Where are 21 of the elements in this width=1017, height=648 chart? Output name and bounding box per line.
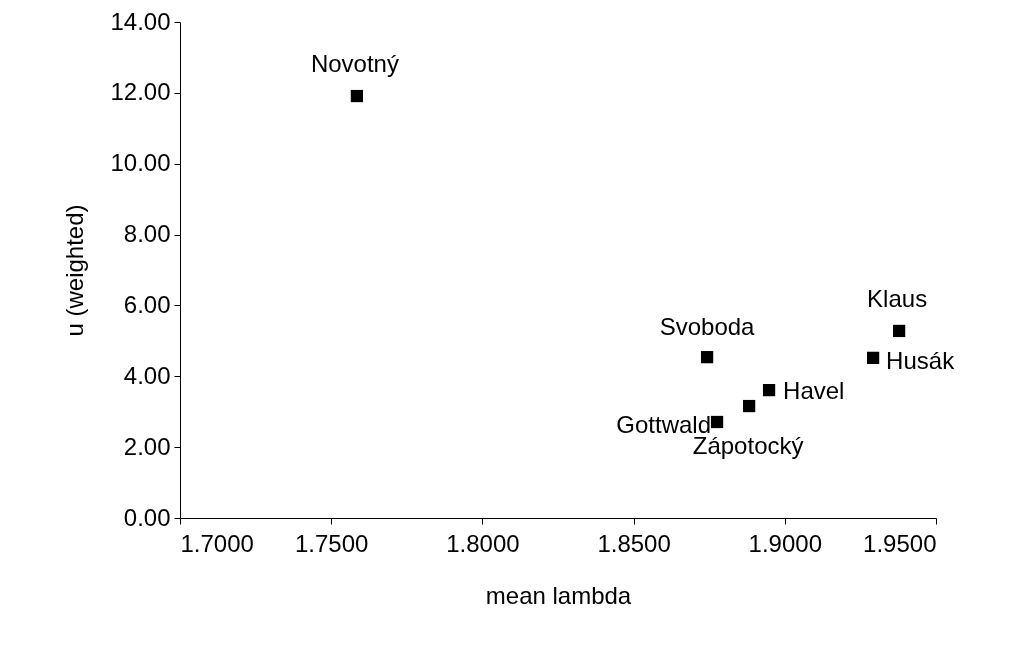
- x-tick-label: 1.7500: [295, 529, 369, 557]
- x-axis-title: mean lambda: [485, 581, 632, 609]
- annotation: Svoboda: [659, 313, 756, 341]
- y-tick-label: 14.00: [110, 7, 171, 35]
- x-tick-label: 1.8000: [446, 529, 520, 557]
- y-tick-label: 4.00: [123, 361, 171, 389]
- y-tick-label: 0.00: [123, 503, 171, 531]
- y-tick-label: 12.00: [110, 78, 171, 106]
- annotation: Havel: [783, 377, 845, 405]
- x-tick-label: 1.8500: [597, 529, 671, 557]
- x-tick-label: 1.9000: [748, 529, 822, 557]
- annotation: Novotný: [310, 50, 399, 78]
- annotation: Klaus: [867, 284, 928, 312]
- y-tick-label: 10.00: [110, 149, 171, 177]
- y-tick-label: 6.00: [123, 290, 171, 318]
- x-tick-label: 1.9500: [863, 529, 937, 557]
- annotation: Husák: [886, 346, 956, 374]
- y-axis-title: u (weighted): [61, 204, 89, 337]
- y-tick-label: 2.00: [123, 432, 171, 460]
- y-tick-label: 8.00: [123, 220, 171, 248]
- x-tick-label: 1.7000: [180, 529, 254, 557]
